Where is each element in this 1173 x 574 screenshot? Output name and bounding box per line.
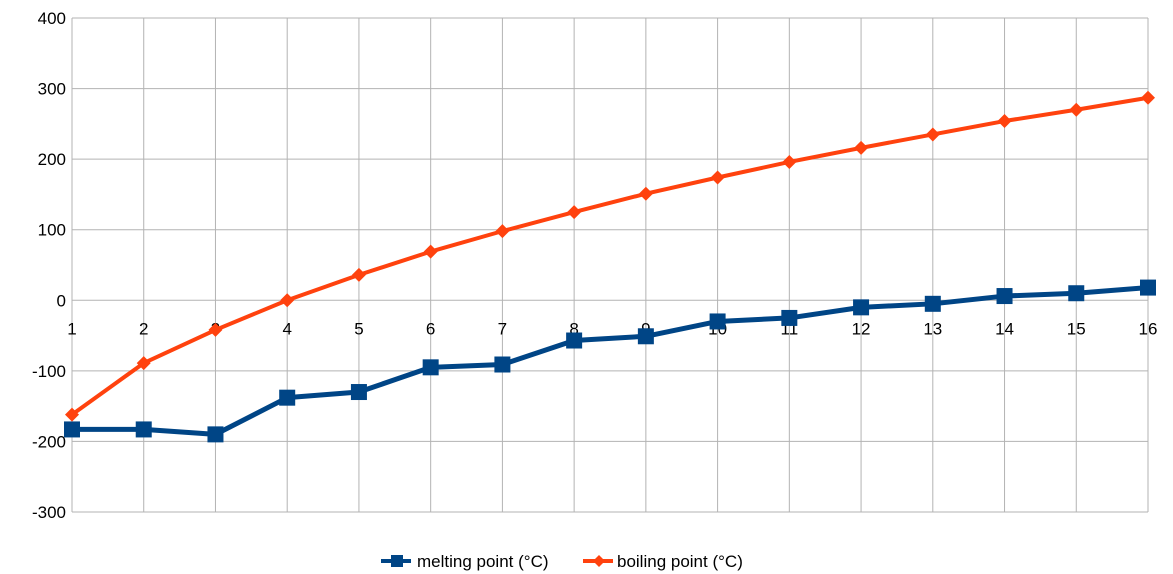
boiling-point-point bbox=[925, 127, 940, 142]
x-tick-label: 7 bbox=[498, 319, 507, 338]
boiling-point-point bbox=[1141, 90, 1155, 105]
x-tick-label: 13 bbox=[923, 319, 942, 338]
melting-point-point bbox=[207, 426, 224, 443]
y-tick-label: -100 bbox=[32, 362, 66, 381]
y-tick-label: 100 bbox=[38, 221, 66, 240]
grid-lines bbox=[71, 17, 1149, 513]
melting-point-legend-marker bbox=[391, 555, 403, 567]
melting-point-point bbox=[350, 384, 367, 401]
melting-point-point bbox=[64, 421, 80, 438]
y-tick-label: 400 bbox=[38, 9, 66, 28]
x-tick-label: 6 bbox=[426, 319, 435, 338]
boiling-point-point bbox=[710, 170, 725, 185]
boiling-point-point bbox=[423, 244, 438, 259]
melting-point-series bbox=[64, 279, 1156, 443]
boiling-point-point bbox=[495, 224, 510, 239]
x-tick-label: 2 bbox=[139, 319, 148, 338]
melting-point-point bbox=[1140, 279, 1156, 296]
melting-point-point bbox=[781, 309, 798, 326]
boiling-point-point bbox=[782, 154, 797, 169]
boiling-point-point bbox=[280, 293, 295, 308]
boiling-point-point bbox=[208, 322, 223, 337]
boiling-point-point bbox=[1069, 102, 1084, 117]
x-tick-label: 8 bbox=[569, 319, 578, 338]
x-tick-label: 15 bbox=[1067, 319, 1086, 338]
x-tick-label: 14 bbox=[995, 319, 1014, 338]
boiling-point-point bbox=[854, 140, 869, 155]
melting-point-point bbox=[853, 299, 870, 316]
melting-point-point bbox=[135, 421, 152, 438]
y-tick-label: 0 bbox=[57, 291, 66, 310]
y-tick-label: 200 bbox=[38, 150, 66, 169]
boiling-point-point bbox=[638, 186, 653, 201]
boiling-point-point bbox=[351, 267, 366, 282]
x-tick-label: 5 bbox=[354, 319, 363, 338]
y-tick-label: -200 bbox=[32, 432, 66, 451]
melting-point-point bbox=[996, 288, 1013, 305]
y-axis: 400 300 200 100 0 -100 -200 -300 bbox=[32, 9, 66, 522]
boiling-point-point bbox=[997, 114, 1012, 129]
melting-point-point bbox=[924, 295, 941, 312]
melting-point-point bbox=[709, 313, 726, 330]
boiling-point-point bbox=[65, 407, 79, 422]
series-layer bbox=[64, 90, 1156, 443]
boiling-point-legend-marker bbox=[593, 555, 605, 567]
x-tick-label: 1 bbox=[67, 319, 76, 338]
y-tick-label: 300 bbox=[38, 80, 66, 99]
legend: melting point (°C) boiling point (°C) bbox=[381, 552, 743, 571]
x-tick-label: 12 bbox=[852, 319, 871, 338]
melting-point-legend-label: melting point (°C) bbox=[417, 552, 549, 571]
melting-point-point bbox=[422, 359, 439, 376]
melting-point-point bbox=[1068, 285, 1085, 302]
melting-point-line bbox=[72, 285, 1149, 437]
x-tick-label: 16 bbox=[1139, 319, 1158, 338]
boiling-point-line bbox=[70, 95, 1149, 417]
x-tick-label: 4 bbox=[282, 319, 291, 338]
melting-point-point bbox=[566, 332, 583, 349]
melting-point-point bbox=[637, 328, 654, 345]
boiling-point-legend-label: boiling point (°C) bbox=[617, 552, 743, 571]
boiling-point-point bbox=[136, 356, 151, 371]
boiling-point-point bbox=[567, 205, 582, 220]
melting-point-point bbox=[279, 389, 296, 406]
y-tick-label: -300 bbox=[32, 503, 66, 522]
boiling-point-series bbox=[65, 90, 1155, 422]
melting-point-point bbox=[494, 356, 511, 373]
